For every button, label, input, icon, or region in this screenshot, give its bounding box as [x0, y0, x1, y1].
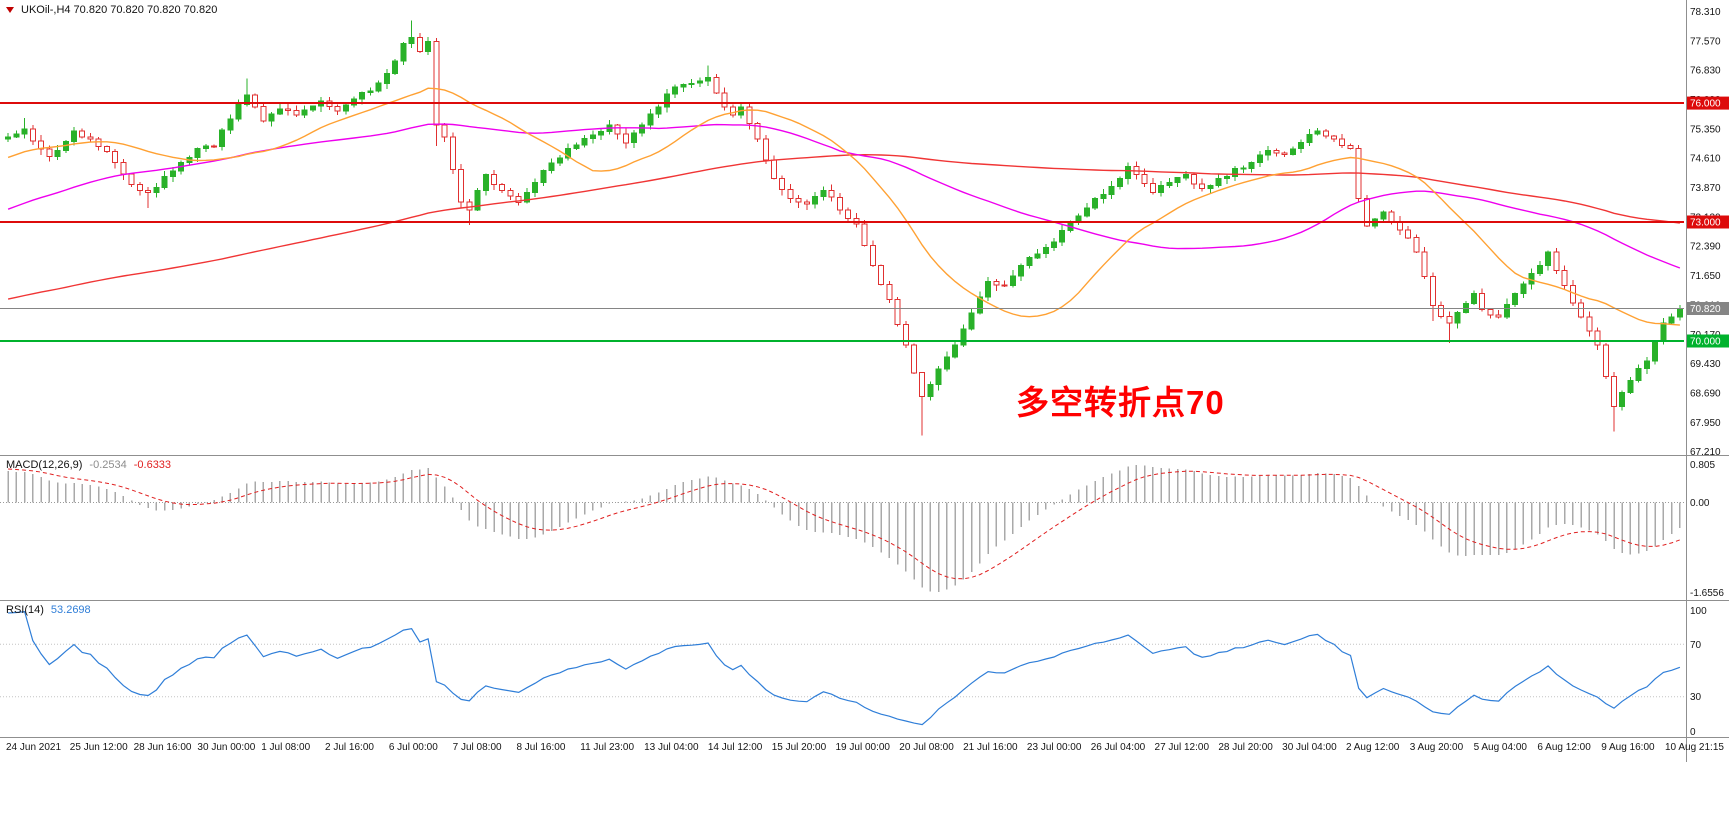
rsi-panel [0, 610, 1684, 726]
time-label: 6 Aug 12:00 [1537, 742, 1591, 753]
rsi-value: 53.2698 [50, 604, 91, 616]
panel-separators [0, 0, 1729, 762]
macd-panel [0, 465, 1684, 592]
time-scale[interactable] [0, 738, 1729, 768]
time-label: 15 Jul 20:00 [772, 742, 827, 753]
svg-text:69.430: 69.430 [1690, 359, 1721, 370]
macd-histogram [7, 465, 1681, 592]
time-label: 13 Jul 04:00 [644, 742, 699, 753]
price-badge-73.000 [1687, 215, 1729, 229]
svg-text:70: 70 [1690, 640, 1702, 651]
ma-50-line [7, 123, 1681, 269]
time-label: 25 Jun 12:00 [70, 742, 128, 753]
time-label: 28 Jul 20:00 [1218, 742, 1273, 753]
svg-text:73.870: 73.870 [1690, 183, 1721, 194]
macd-label: MACD(12,26,9) [6, 459, 83, 471]
rsi-line [8, 610, 1681, 726]
macd-value-signal: -0.6333 [133, 459, 172, 471]
time-label: 26 Jul 04:00 [1091, 742, 1146, 753]
rsi-header: RSI(14) 53.2698 [6, 604, 91, 616]
time-label: 5 Aug 04:00 [1474, 742, 1528, 753]
macd-header: MACD(12,26,9) -0.2534 -0.6333 [6, 459, 171, 471]
svg-text:75.350: 75.350 [1690, 124, 1721, 135]
svg-text:76.000: 76.000 [1690, 99, 1721, 110]
symbol-header: UKOil-,H4 70.820 70.820 70.820 70.820 [6, 4, 217, 16]
price-badge-70.000 [1687, 334, 1729, 348]
price-chart-surface[interactable] [0, 0, 1684, 455]
horizontal-levels [0, 102, 1684, 343]
time-label: 7 Jul 08:00 [453, 742, 502, 753]
time-label: 19 Jul 00:00 [836, 742, 891, 753]
macd-signal-line [8, 468, 1681, 580]
time-scale-labels: 24 Jun 2021 25 Jun 12:00 28 Jun 16:00 30 Ju… [6, 742, 1724, 753]
time-label: 30 Jun 00:00 [197, 742, 255, 753]
time-label: 1 Jul 08:00 [261, 742, 310, 753]
svg-text:77.570: 77.570 [1690, 36, 1721, 47]
svg-text:72.390: 72.390 [1690, 242, 1721, 253]
svg-text:71.650: 71.650 [1690, 271, 1721, 282]
svg-text:70.820: 70.820 [1690, 304, 1721, 315]
time-label: 2 Jul 16:00 [325, 742, 374, 753]
price-scale-labels: 78.31077.57076.83076.09075.35074.61073.8… [1687, 7, 1729, 738]
time-label: 6 Jul 00:00 [389, 742, 438, 753]
time-label: 3 Aug 20:00 [1410, 742, 1464, 753]
time-label: 14 Jul 12:00 [708, 742, 763, 753]
svg-text:67.210: 67.210 [1690, 447, 1721, 458]
svg-text:30: 30 [1690, 692, 1702, 703]
annotation-text: 多空转折点70 [1016, 384, 1225, 421]
price-badge-76.000 [1687, 96, 1729, 110]
ma-20-line [7, 87, 1680, 326]
price-badge-70.820 [1687, 302, 1729, 315]
time-label: 30 Jul 04:00 [1282, 742, 1337, 753]
time-label: 27 Jul 12:00 [1155, 742, 1210, 753]
macd-panel-surface[interactable] [0, 456, 1684, 600]
svg-text:0: 0 [1690, 727, 1696, 738]
time-label: 23 Jul 00:00 [1027, 742, 1082, 753]
time-label: 8 Jul 16:00 [516, 742, 565, 753]
time-label: 28 Jun 16:00 [134, 742, 192, 753]
time-label: 21 Jul 16:00 [963, 742, 1018, 753]
time-label: 24 Jun 2021 [6, 742, 61, 753]
moving-averages [7, 87, 1681, 326]
ma-144-line [7, 153, 1680, 300]
svg-text:73.000: 73.000 [1690, 218, 1721, 229]
chart-marker-icon [6, 7, 14, 13]
price-scale[interactable] [1686, 0, 1729, 737]
svg-text:76.830: 76.830 [1690, 66, 1721, 77]
candles [5, 20, 1683, 436]
svg-text:74.610: 74.610 [1690, 154, 1721, 165]
rsi-label: RSI(14) [6, 604, 44, 616]
symbol-ohlc-text: UKOil-,H4 70.820 70.820 70.820 70.820 [21, 4, 218, 16]
time-label: 11 Jul 23:00 [580, 742, 634, 753]
time-label: 20 Jul 08:00 [899, 742, 954, 753]
svg-text:78.310: 78.310 [1690, 7, 1721, 18]
svg-text:-1.6556: -1.6556 [1690, 588, 1724, 599]
rsi-panel-surface[interactable] [0, 601, 1684, 737]
macd-value-main: -0.2534 [89, 459, 127, 471]
time-label: 9 Aug 16:00 [1601, 742, 1655, 753]
svg-text:0.00: 0.00 [1690, 498, 1710, 509]
svg-text:67.950: 67.950 [1690, 418, 1721, 429]
svg-text:100: 100 [1690, 606, 1707, 617]
svg-text:0.805: 0.805 [1690, 460, 1715, 471]
svg-text:70.000: 70.000 [1690, 337, 1721, 348]
time-label: 10 Aug 21:15 [1665, 742, 1724, 753]
svg-text:68.690: 68.690 [1690, 388, 1721, 399]
time-label: 2 Aug 12:00 [1346, 742, 1400, 753]
